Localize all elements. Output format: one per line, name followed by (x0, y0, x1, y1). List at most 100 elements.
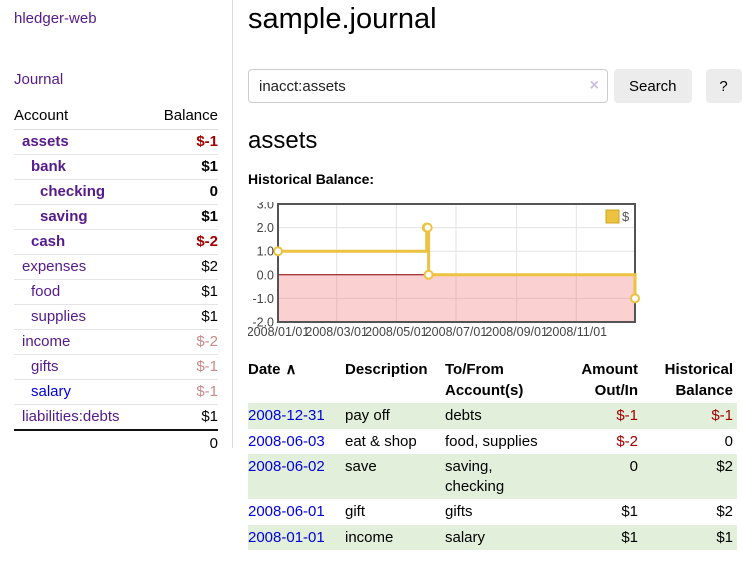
accounts-header-row: Account Balance (14, 104, 218, 130)
account-link[interactable]: checking (40, 183, 106, 200)
sort-ascending-icon: ∧ (285, 361, 297, 378)
register-header-description: Description (345, 361, 428, 378)
data-point-marker (422, 222, 433, 233)
account-balance: $2 (148, 254, 218, 280)
register-row: 2008-01-01 income salary $1 $1 (248, 524, 737, 550)
transaction-date-link[interactable]: 2008-01-01 (248, 528, 325, 546)
account-balance: $1 (148, 154, 218, 180)
account-link[interactable]: liabilities:debts (22, 408, 120, 425)
negative-region (278, 274, 635, 322)
account-link[interactable]: saving (40, 208, 88, 225)
y-tick-label: 2.0 (257, 221, 274, 235)
account-row: expenses $2 (14, 254, 218, 280)
account-balance: $1 (148, 279, 218, 305)
search-button[interactable]: Search (614, 69, 692, 103)
register-body: 2008-12-31 pay off debts $-1 $-1 2008-06-03 ea… (248, 403, 737, 550)
register-row: 2008-12-31 pay off debts $-1 $-1 (248, 403, 737, 429)
chart-label: Historical Balance: (248, 171, 375, 187)
account-row: saving $1 (14, 204, 218, 230)
x-tick-label: 2008/05/01 (365, 325, 428, 339)
register-table: Date ∧ Description To/From Account(s) Amo… (248, 357, 737, 550)
transaction-balance: $1 (716, 528, 733, 546)
account-balance: $1 (148, 404, 218, 430)
transaction-description: income (345, 528, 394, 546)
y-tick-label: 1.0 (257, 245, 274, 259)
transaction-accounts: food, supplies (445, 432, 538, 450)
account-balance: 0 (148, 179, 218, 205)
account-balance: $1 (148, 204, 218, 230)
register-header-amount: Amount Out/In (581, 361, 638, 399)
register-header-row: Date ∧ Description To/From Account(s) Amo… (248, 357, 737, 403)
account-link[interactable]: gifts (31, 358, 59, 375)
account-link[interactable]: income (22, 333, 71, 350)
account-link[interactable]: expenses (22, 258, 87, 275)
transaction-date-link[interactable]: 2008-12-31 (248, 407, 325, 424)
register-row: 2008-06-03 eat & shop food, supplies $-2 0 (248, 429, 737, 455)
account-balance: $-1 (148, 379, 218, 405)
transaction-balance: 0 (724, 432, 733, 450)
balance-chart: $3.0 2.0 1.0 0.0 -1.0 -2.0 2008/01/01 2008/03/0… (247, 198, 742, 347)
accounts-body: assets $-1 bank $1 checking 0 saving $1 cash $-2 e… (14, 130, 218, 430)
x-tick-label: 2008/11/01 (545, 325, 607, 339)
transaction-description: pay off (345, 407, 390, 424)
register-header-balance: Historical Balance (664, 361, 733, 399)
sidebar-item-journal[interactable]: Journal (14, 71, 64, 88)
account-row: income $-2 (14, 329, 218, 355)
transaction-description: gift (345, 503, 366, 520)
account-link[interactable]: food (31, 283, 61, 300)
transaction-amount: $1 (621, 503, 638, 520)
transaction-date-link[interactable]: 2008-06-01 (248, 503, 325, 520)
account-link[interactable]: salary (31, 383, 72, 400)
data-point-marker (423, 269, 434, 280)
account-row: salary $-1 (14, 379, 218, 405)
account-row: checking 0 (14, 179, 218, 205)
account-link[interactable]: assets (22, 133, 69, 150)
transaction-accounts: gifts (445, 503, 473, 520)
transaction-description: save (345, 458, 377, 475)
transaction-balance: $-1 (711, 407, 733, 424)
legend-label: $ (622, 209, 630, 224)
transaction-amount: $-1 (616, 407, 638, 424)
y-tick-label: 3.0 (257, 202, 274, 212)
legend-swatch (605, 209, 620, 224)
transaction-date-link[interactable]: 2008-06-02 (248, 458, 325, 475)
y-tick-label: 0.0 (257, 268, 274, 282)
account-balance: $-2 (148, 229, 218, 255)
sidebar: hledger-web Journal Account Balance asse… (0, 0, 233, 456)
accounts-header-account: Account (14, 104, 149, 130)
account-link[interactable]: bank (31, 158, 67, 175)
balance-chart-svg: $3.0 2.0 1.0 0.0 -1.0 -2.02008/01/012008/03/0… (247, 198, 640, 339)
accounts-table: Account Balance assets $-1 bank $1 checking 0… (14, 104, 218, 456)
transaction-date-link[interactable]: 2008-06-03 (248, 432, 325, 450)
account-row: cash $-2 (14, 229, 218, 255)
account-row: bank $1 (14, 154, 218, 180)
account-row: gifts $-1 (14, 354, 218, 380)
accounts-total-value: 0 (148, 429, 218, 456)
account-row: food $1 (14, 279, 218, 305)
accounts-total-row: 0 (14, 429, 218, 456)
transaction-accounts: debts (445, 407, 482, 424)
account-balance: $-1 (196, 133, 218, 150)
account-link[interactable]: supplies (31, 308, 87, 325)
register-row: 2008-06-01 gift gifts $1 $2 (248, 499, 737, 525)
transaction-amount: $-2 (616, 432, 638, 450)
register-header-date[interactable]: Date ∧ (248, 361, 297, 378)
account-balance: $-1 (148, 354, 218, 380)
transaction-balance: $2 (716, 458, 733, 475)
help-button[interactable]: ? (705, 69, 742, 103)
app-title-link[interactable]: hledger-web (14, 10, 97, 27)
x-tick-label: 2008/03/01 (305, 325, 368, 339)
x-tick-label: 2008/09/01 (485, 325, 548, 339)
data-point-marker (630, 293, 640, 304)
transaction-accounts: salary (445, 528, 486, 546)
y-tick-label: -1.0 (252, 292, 274, 306)
plot-border (277, 203, 636, 323)
transaction-accounts: saving, checking (445, 458, 505, 495)
account-link[interactable]: cash (31, 233, 66, 250)
search-input[interactable] (248, 69, 608, 103)
register-row: 2008-06-02 save saving, checking 0 $2 (248, 454, 737, 499)
account-row: assets $-1 (14, 130, 218, 155)
account-balance: $-2 (148, 329, 218, 355)
clear-search-icon[interactable]: × (589, 77, 599, 94)
transaction-amount: $1 (621, 528, 638, 546)
